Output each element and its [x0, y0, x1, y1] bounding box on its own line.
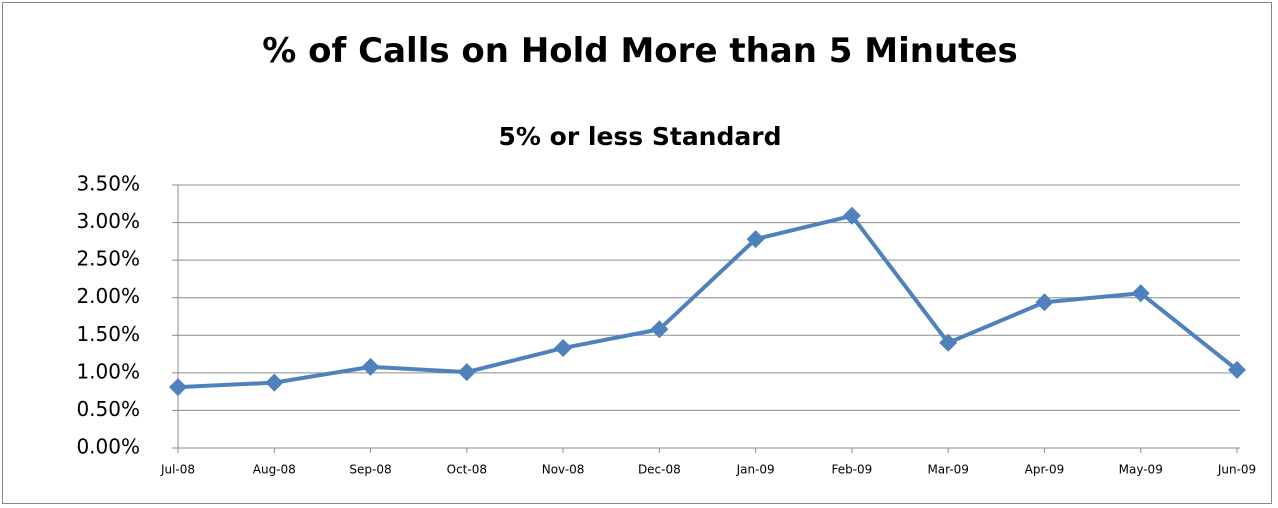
data-marker	[1035, 293, 1054, 312]
y-tick-label: 2.50%	[76, 247, 140, 271]
y-tick-label: 3.00%	[76, 209, 140, 233]
chart-title: % of Calls on Hold More than 5 Minutes	[262, 31, 1018, 71]
y-tick-label: 0.50%	[76, 397, 140, 421]
data-marker	[1131, 284, 1150, 303]
data-marker	[457, 363, 476, 382]
x-tick-label: Jul-08	[160, 463, 195, 477]
data-marker	[554, 339, 573, 358]
x-tick-label: Jun-09	[1217, 463, 1256, 477]
data-marker	[1228, 360, 1246, 379]
x-tick-label: Oct-08	[447, 463, 487, 477]
data-marker	[361, 357, 380, 376]
y-tick-label: 1.00%	[76, 359, 140, 383]
x-tick-label: Sep-08	[349, 463, 391, 477]
x-tick-label: May-09	[1119, 463, 1163, 477]
x-tick-label: Nov-08	[542, 463, 585, 477]
x-tick-label: Jan-09	[736, 463, 775, 477]
y-tick-label: 1.50%	[76, 322, 140, 346]
data-marker	[842, 206, 861, 225]
y-tick-label: 2.00%	[76, 284, 140, 308]
data-marker	[939, 333, 958, 352]
data-line	[177, 213, 1239, 390]
data-marker	[265, 373, 284, 392]
y-tick-label: 0.00%	[76, 435, 140, 459]
x-tick-label: Feb-09	[831, 463, 872, 477]
chart-subtitle: 5% or less Standard	[498, 122, 782, 151]
x-tick-label: Mar-09	[927, 463, 968, 477]
y-tick-label: 3.50%	[76, 172, 140, 196]
data-marker	[746, 230, 765, 249]
data-marker	[169, 378, 187, 397]
x-tick-label: Aug-08	[253, 463, 296, 477]
x-tick-label: Apr-09	[1025, 463, 1065, 477]
data-marker	[650, 320, 669, 339]
x-tick-label: Dec-08	[638, 463, 681, 477]
